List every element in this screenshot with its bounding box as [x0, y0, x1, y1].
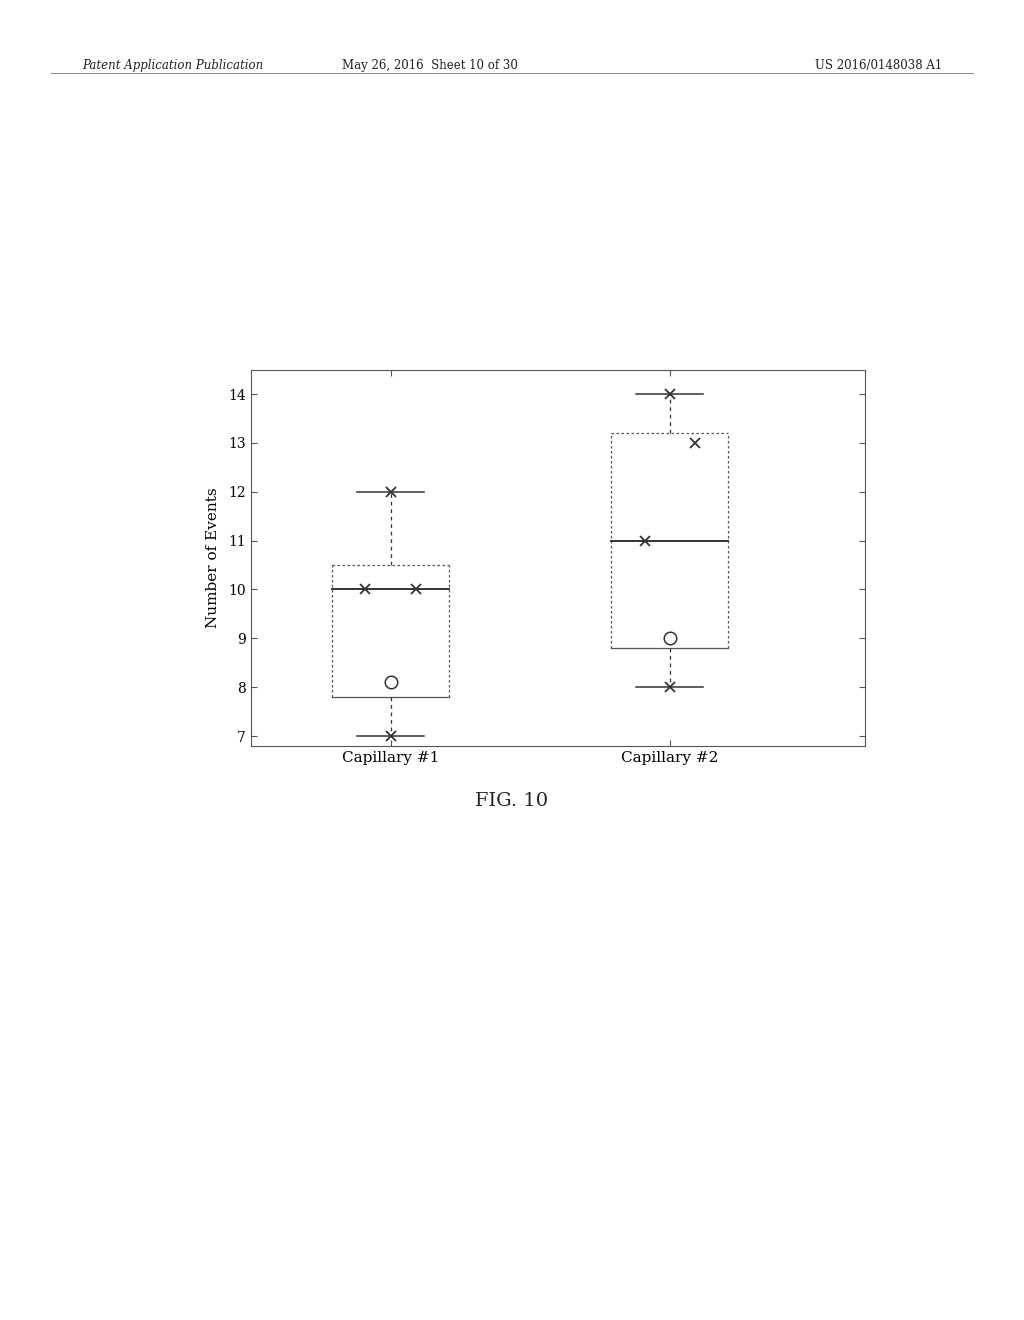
Text: May 26, 2016  Sheet 10 of 30: May 26, 2016 Sheet 10 of 30 [342, 59, 518, 73]
Text: FIG. 10: FIG. 10 [475, 792, 549, 810]
Y-axis label: Number of Events: Number of Events [206, 487, 220, 628]
Text: US 2016/0148038 A1: US 2016/0148038 A1 [815, 59, 942, 73]
Text: Patent Application Publication: Patent Application Publication [82, 59, 263, 73]
